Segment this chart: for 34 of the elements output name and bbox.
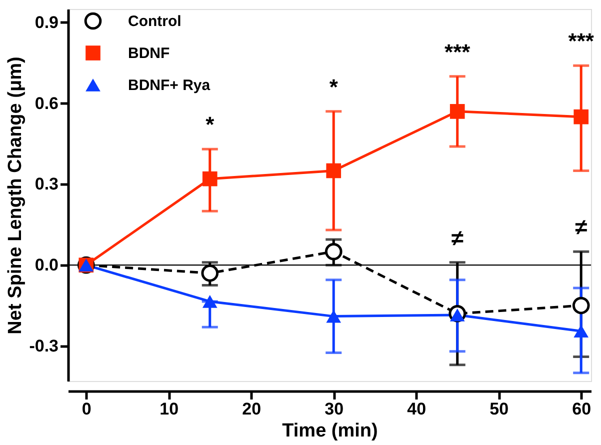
y-tick-label: 0.0	[34, 256, 58, 275]
x-tick-label: 50	[490, 400, 509, 418]
legend-label: Control	[128, 13, 182, 30]
point	[572, 296, 590, 314]
point	[450, 308, 465, 322]
y-tick-label: -0.3	[29, 336, 58, 356]
point	[326, 163, 342, 178]
y-tick-label: 0.6	[34, 94, 58, 113]
point	[324, 242, 342, 260]
y-tick-label: 0.3	[34, 174, 58, 194]
y-axis-title: Net Spine Length Change (μm)	[5, 56, 26, 334]
point	[326, 310, 342, 323]
point	[202, 295, 218, 308]
x-tick-label: 0	[82, 400, 92, 418]
annotation: ***	[568, 28, 594, 54]
x-tick-label: 40	[407, 400, 426, 418]
annotation: ≠	[575, 214, 588, 240]
x-tick-label: 60	[572, 400, 592, 418]
x-axis-title: Time (min)	[282, 420, 378, 442]
point	[450, 104, 465, 119]
annotation: *	[329, 74, 338, 100]
x-tick-label: 10	[160, 400, 179, 418]
legend-label: BDNF+ Rya	[128, 77, 211, 94]
legend-label: BDNF	[128, 45, 170, 62]
x-tick-label: 20	[242, 400, 262, 418]
point	[574, 324, 589, 338]
annotation: ≠	[451, 225, 464, 250]
annotation: ***	[444, 39, 471, 64]
annotation: *	[206, 112, 215, 138]
point	[202, 171, 218, 186]
point	[574, 109, 589, 124]
x-tick-label: 30	[324, 400, 344, 418]
y-tick-label: 0.9	[34, 12, 58, 32]
point	[201, 264, 219, 282]
